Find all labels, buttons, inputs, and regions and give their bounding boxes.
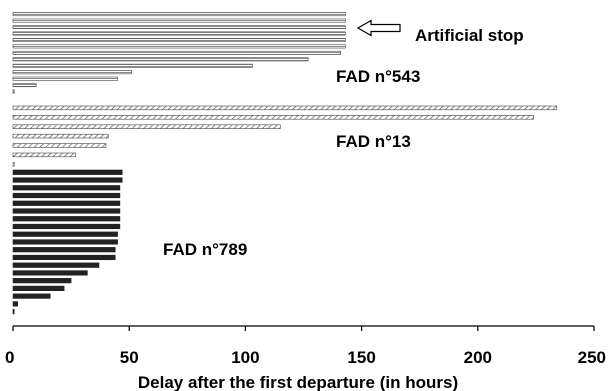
annotation-4: FAD n°789 (163, 240, 247, 259)
x-tick-label: 150 (347, 348, 375, 367)
bar-series3-2 (12, 177, 123, 183)
bar-series2-5 (12, 143, 107, 148)
bar-series3-12 (12, 254, 116, 261)
bar-series1-4 (12, 31, 346, 36)
x-tick-label: 250 (578, 348, 606, 367)
bar-series3-9 (12, 231, 118, 237)
bar-series3-11 (12, 247, 116, 253)
annotation-1: Artificial stop (415, 26, 524, 45)
bar-series3-4 (12, 192, 121, 199)
bar-series3-14 (12, 270, 88, 276)
bar-series1-5 (12, 37, 346, 42)
x-tick-label: 0 (5, 348, 14, 367)
bar-series3-7 (12, 216, 121, 222)
bar-series2-3 (12, 124, 281, 129)
annotation-2: FAD n°543 (336, 67, 420, 86)
bar-series3-16 (12, 285, 65, 292)
bar-series3-1 (12, 169, 123, 175)
bar-series3-6 (12, 208, 121, 214)
bar-series3-3 (12, 185, 121, 191)
bar-series3-8 (12, 223, 121, 230)
bar-series3-19 (12, 309, 15, 315)
x-axis: 0 50 100 150 200 250 (5, 325, 606, 367)
x-tick-label: 200 (464, 348, 492, 367)
bar-series1-9 (12, 63, 253, 68)
bar-series2-1 (12, 105, 558, 111)
bar-series3-18 (12, 301, 18, 307)
bar-series3-17 (12, 293, 51, 299)
bar-series1-7 (12, 50, 341, 55)
bar-series1-13 (12, 89, 15, 94)
bar-series3-10 (12, 239, 118, 245)
annotations: Artificial stop FAD n°543 FAD n°13 FAD n°78… (163, 19, 524, 259)
annotation-3: FAD n°13 (336, 132, 411, 151)
x-tick-label: 100 (231, 348, 259, 367)
x-axis-title: Delay after the first departure (in hour… (138, 373, 458, 391)
bar-series1-6 (12, 44, 346, 49)
bar-series1-1 (12, 12, 346, 17)
bar-series1-8 (12, 57, 309, 62)
bar-series1-2 (12, 18, 346, 23)
bar-series1-11 (12, 76, 118, 81)
bar-series2-6 (12, 152, 77, 158)
arrow-left-icon (356, 19, 401, 37)
bar-series3-13 (12, 262, 100, 268)
bar-series1-3 (12, 25, 346, 29)
bar-series2-7 (12, 162, 15, 167)
bar-series2-4 (12, 133, 109, 139)
bar-series1-12 (12, 83, 37, 88)
x-tick-label: 50 (120, 348, 139, 367)
bar-series3-5 (12, 200, 121, 206)
bars-group (12, 12, 558, 315)
bar-series3-15 (12, 278, 72, 284)
bar-series2-2 (12, 115, 534, 120)
bar-series1-10 (12, 70, 132, 75)
